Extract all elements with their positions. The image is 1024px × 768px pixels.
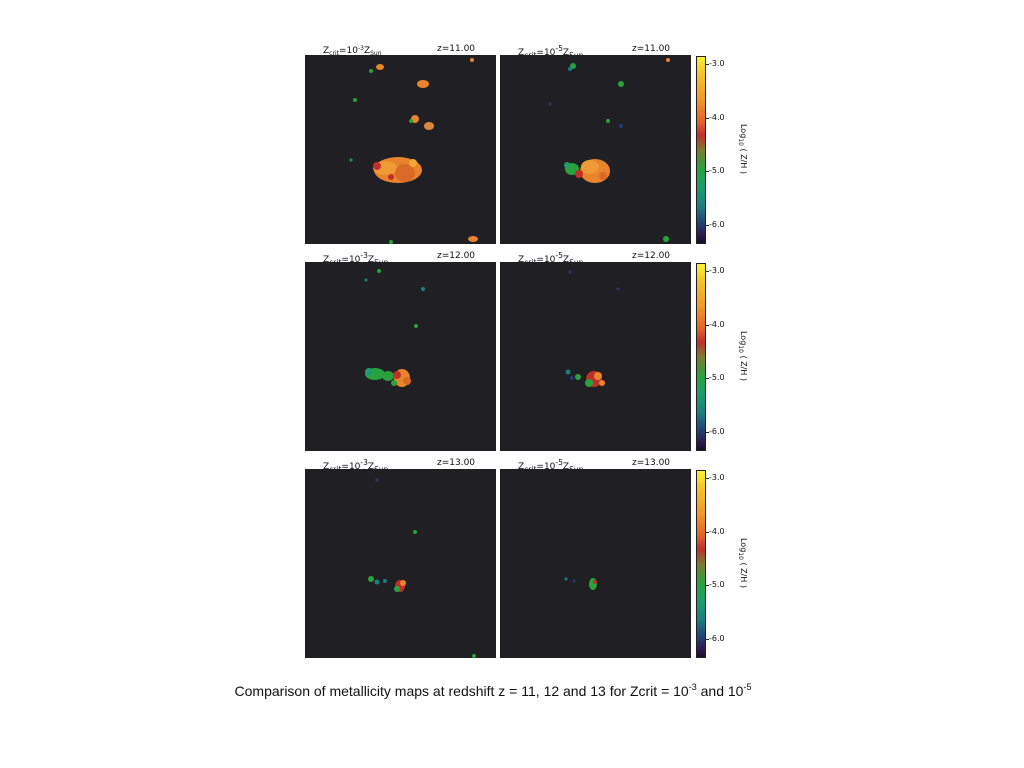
colorbar bbox=[696, 470, 706, 658]
zcrit-label: Zcrit=10-3ZSun bbox=[323, 45, 382, 57]
central-halo bbox=[373, 157, 422, 183]
map-blobs bbox=[364, 269, 425, 387]
colorbar-tick: -5.0 bbox=[705, 580, 725, 589]
colorbar-tick: -5.0 bbox=[705, 373, 725, 382]
colorbar bbox=[696, 56, 706, 244]
colorbar-tick: -3.0 bbox=[705, 59, 725, 68]
colorbar-tick: -5.0 bbox=[705, 166, 725, 175]
zcrit-label: Zcrit=10-3ZSun bbox=[323, 251, 388, 267]
metallicity-map-z11-zcrit-1e-3 bbox=[305, 55, 496, 244]
zcrit-label: Zcrit=10-5ZSun bbox=[518, 458, 583, 474]
colorbar-tick: -4.0 bbox=[705, 113, 725, 122]
redshift-label: z=11.00 bbox=[437, 44, 476, 54]
colorbar-tick: -3.0 bbox=[705, 473, 725, 482]
zcrit-label: Zcrit=10-5ZSun bbox=[518, 44, 583, 60]
redshift-label: z=12.00 bbox=[437, 251, 476, 261]
zcrit-label: Zcrit=10-3ZSun bbox=[323, 458, 388, 474]
redshift-label: z=11.00 bbox=[632, 44, 671, 54]
colorbar-tick: -6.0 bbox=[705, 427, 725, 436]
central-halo bbox=[564, 159, 610, 183]
colorbar-tick: -4.0 bbox=[705, 320, 725, 329]
colorbar-tick: -4.0 bbox=[705, 527, 725, 536]
colorbar-label: Log10 ( Z/H ) bbox=[737, 537, 748, 588]
map-blobs bbox=[548, 58, 670, 242]
colorbar-tick: -3.0 bbox=[705, 266, 725, 275]
colorbar bbox=[696, 263, 706, 451]
colorbar-tick: -6.0 bbox=[705, 634, 725, 643]
metallicity-map-z12-zcrit-1e-3 bbox=[305, 262, 496, 451]
map-blobs bbox=[349, 58, 478, 244]
metallicity-map-z13-zcrit-1e-3 bbox=[305, 469, 496, 658]
redshift-label: z=13.00 bbox=[437, 458, 476, 468]
central-halo bbox=[564, 577, 597, 590]
central-halo bbox=[365, 368, 411, 387]
colorbar-label: Log10 ( Z/H ) bbox=[737, 330, 748, 381]
metallicity-map-z11-zcrit-1e-5 bbox=[500, 55, 691, 244]
zcrit-label: Zcrit=10-5ZSun bbox=[518, 251, 583, 267]
map-blobs bbox=[368, 478, 476, 658]
central-halo bbox=[368, 576, 406, 592]
metallicity-map-z13-zcrit-1e-5 bbox=[500, 469, 691, 658]
metallicity-map-z12-zcrit-1e-5 bbox=[500, 262, 691, 451]
map-blobs bbox=[565, 270, 620, 387]
redshift-label: z=12.00 bbox=[632, 251, 671, 261]
figure-caption: Comparison of metallicity maps at redshi… bbox=[234, 682, 752, 699]
colorbar-tick: -6.0 bbox=[705, 220, 725, 229]
redshift-label: z=13.00 bbox=[632, 458, 671, 468]
map-blobs bbox=[564, 577, 597, 590]
colorbar-label: Log10 ( Z/H ) bbox=[737, 123, 748, 174]
central-halo bbox=[565, 369, 605, 387]
